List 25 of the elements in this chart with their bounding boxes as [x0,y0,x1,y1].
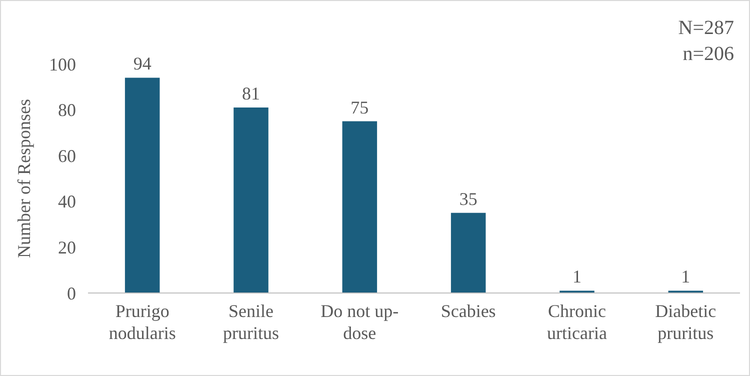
y-tick-label: 20 [58,238,76,258]
data-label: 1 [572,266,582,287]
x-tick-label: Prurigo nodularis [108,301,176,343]
x-tick-label: Senile pruritus [223,301,279,343]
text: N=287 [678,17,734,39]
data-label: 1 [681,266,690,287]
x-tick-label: Chronic urticaria [547,301,607,343]
y-axis-title: Number of Responses [14,99,34,258]
data-label: 75 [350,97,369,118]
x-tick-label: Scabies [440,301,496,321]
bar [450,212,486,293]
y-tick-label: 60 [58,146,76,166]
x-tick-label: Diabetic pruritus [655,301,716,343]
data-label: 35 [459,188,478,209]
data-label: 81 [242,84,260,104]
data-label: 94 [133,54,152,74]
y-tick-label: 40 [58,192,76,212]
annotation: n=206 [682,43,734,65]
bar [124,78,160,293]
bar [234,108,268,293]
bar [342,121,378,293]
y-tick-label: 0 [67,283,76,304]
y-tick-label: 100 [49,54,76,74]
y-tick-label: 80 [58,100,76,120]
x-tick-label: Do not up-dose [320,301,399,343]
